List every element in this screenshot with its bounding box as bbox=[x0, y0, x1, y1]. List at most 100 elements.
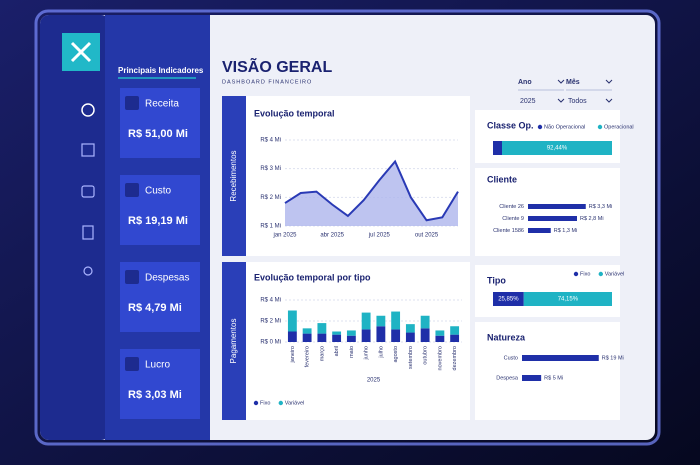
kpi-heading: Principais Indicadores bbox=[118, 66, 204, 75]
kpi-value: R$ 51,00 Mi bbox=[128, 128, 188, 140]
filter-chevron[interactable] bbox=[605, 79, 613, 103]
area bbox=[285, 161, 458, 226]
y-tick-label: R$ 2 Mi bbox=[260, 195, 281, 201]
nav-icon[interactable] bbox=[81, 103, 95, 117]
value-label: R$ 3,3 Mi bbox=[589, 204, 613, 210]
chart-title: Cliente bbox=[487, 174, 517, 184]
legend-label: Não Operacional bbox=[544, 124, 585, 130]
y-tick-label: R$ 1 Mi bbox=[260, 224, 281, 230]
y-tick-label: R$ 4 Mi bbox=[260, 138, 281, 144]
bar bbox=[528, 216, 577, 221]
bar-segment bbox=[420, 328, 430, 342]
bar-segment bbox=[376, 326, 386, 342]
value-label: R$ 2,8 Mi bbox=[580, 216, 604, 222]
bar-segment bbox=[317, 323, 327, 334]
nav-icon[interactable] bbox=[82, 225, 94, 240]
value-label: 92,44% bbox=[547, 146, 568, 152]
legend-swatch bbox=[597, 124, 603, 130]
kpi-label: Custo bbox=[145, 186, 172, 197]
legend-swatch bbox=[537, 124, 543, 130]
nav-icon[interactable] bbox=[81, 143, 95, 157]
bar-segment bbox=[361, 312, 371, 330]
bar bbox=[522, 355, 599, 361]
y-tick-label: R$ 4 Mi bbox=[260, 298, 281, 304]
x-tick-label: novembro bbox=[437, 346, 443, 370]
bar-segment bbox=[346, 330, 356, 336]
value-label: 25,85% bbox=[498, 297, 519, 303]
category-label: Cliente 9 bbox=[502, 216, 524, 222]
kpi-label: Receita bbox=[145, 99, 179, 110]
bar bbox=[528, 204, 586, 209]
value-label: R$ 5 Mi bbox=[544, 375, 563, 381]
x-tick-label: fevereiro bbox=[305, 346, 311, 367]
x-tick-label: jan 2025 bbox=[272, 233, 297, 239]
bar-segment bbox=[391, 329, 401, 342]
kpi-value: R$ 4,79 Mi bbox=[128, 302, 182, 314]
filter-chevron[interactable] bbox=[557, 79, 565, 103]
page-subtitle: DASHBOARD FINANCEIRO bbox=[222, 79, 312, 85]
bar-segment bbox=[405, 332, 415, 342]
bar-segment bbox=[317, 333, 327, 342]
bar-segment bbox=[302, 328, 312, 334]
section-strip bbox=[222, 96, 246, 256]
bar-segment bbox=[493, 292, 524, 306]
category-label: Cliente 1586 bbox=[493, 228, 524, 234]
value-label: R$ 1,3 Mi bbox=[554, 228, 578, 234]
legend-label: Operacional bbox=[604, 124, 634, 130]
value-label: 74,15% bbox=[558, 297, 579, 303]
kpi-value: R$ 3,03 Mi bbox=[128, 389, 182, 401]
bar-segment bbox=[450, 334, 460, 342]
kpi-value: R$ 19,19 Mi bbox=[128, 215, 188, 227]
bar-segment bbox=[361, 329, 371, 342]
x-tick-label: out 2025 bbox=[415, 233, 439, 239]
nav-icon[interactable] bbox=[81, 185, 95, 198]
chart-title: Tipo bbox=[487, 275, 506, 285]
bar-segment bbox=[435, 335, 445, 342]
bar bbox=[522, 375, 542, 381]
chart-title: Classe Op. bbox=[487, 120, 534, 130]
nav-icon[interactable] bbox=[83, 266, 93, 276]
filter-value[interactable]: 2025 bbox=[520, 98, 536, 105]
section-label: Pagamentos bbox=[229, 319, 238, 364]
x-axis-title: 2025 bbox=[367, 378, 381, 384]
kpi-label: Lucro bbox=[145, 360, 170, 371]
x-tick-label: jul 2025 bbox=[368, 233, 391, 239]
bar-segment bbox=[287, 331, 297, 342]
kpi-icon bbox=[125, 183, 139, 197]
bar-segment bbox=[493, 141, 502, 155]
category-label: Cliente 26 bbox=[499, 204, 524, 210]
bar-segment bbox=[376, 315, 386, 327]
legend-label: Variável bbox=[605, 271, 624, 277]
legend-swatch bbox=[253, 400, 259, 406]
bar-segment bbox=[420, 315, 430, 329]
chart-title: Natureza bbox=[487, 332, 526, 342]
x-tick-label: julho bbox=[378, 346, 384, 359]
legend-swatch bbox=[278, 400, 283, 406]
bar-segment bbox=[523, 292, 612, 306]
kpi-icon bbox=[125, 270, 139, 284]
filter-value[interactable]: Todos bbox=[568, 98, 587, 105]
y-tick-label: R$ 0 Mi bbox=[260, 340, 281, 346]
bar-segment bbox=[391, 311, 401, 330]
bar-segment bbox=[435, 330, 445, 336]
bar-segment bbox=[450, 326, 460, 335]
legend-label: Variável bbox=[285, 400, 304, 406]
x-tick-label: junho bbox=[364, 346, 370, 360]
logo-mark bbox=[70, 41, 92, 63]
line bbox=[284, 159, 459, 222]
legend-swatch bbox=[573, 271, 579, 277]
bar-segment bbox=[346, 335, 356, 342]
x-tick-label: maio bbox=[349, 346, 355, 358]
card bbox=[246, 262, 470, 420]
x-tick-label: janeiro bbox=[290, 346, 296, 364]
y-tick-label: R$ 3 Mi bbox=[260, 166, 281, 172]
page-title: VISÃO GERAL bbox=[222, 56, 332, 76]
bar-segment bbox=[302, 333, 312, 342]
legend-label: Fixo bbox=[260, 400, 270, 406]
chart-title: Evolução temporal bbox=[254, 108, 335, 118]
y-tick-label: R$ 2 Mi bbox=[260, 319, 281, 325]
bar-segment bbox=[405, 324, 415, 333]
card bbox=[246, 96, 470, 256]
